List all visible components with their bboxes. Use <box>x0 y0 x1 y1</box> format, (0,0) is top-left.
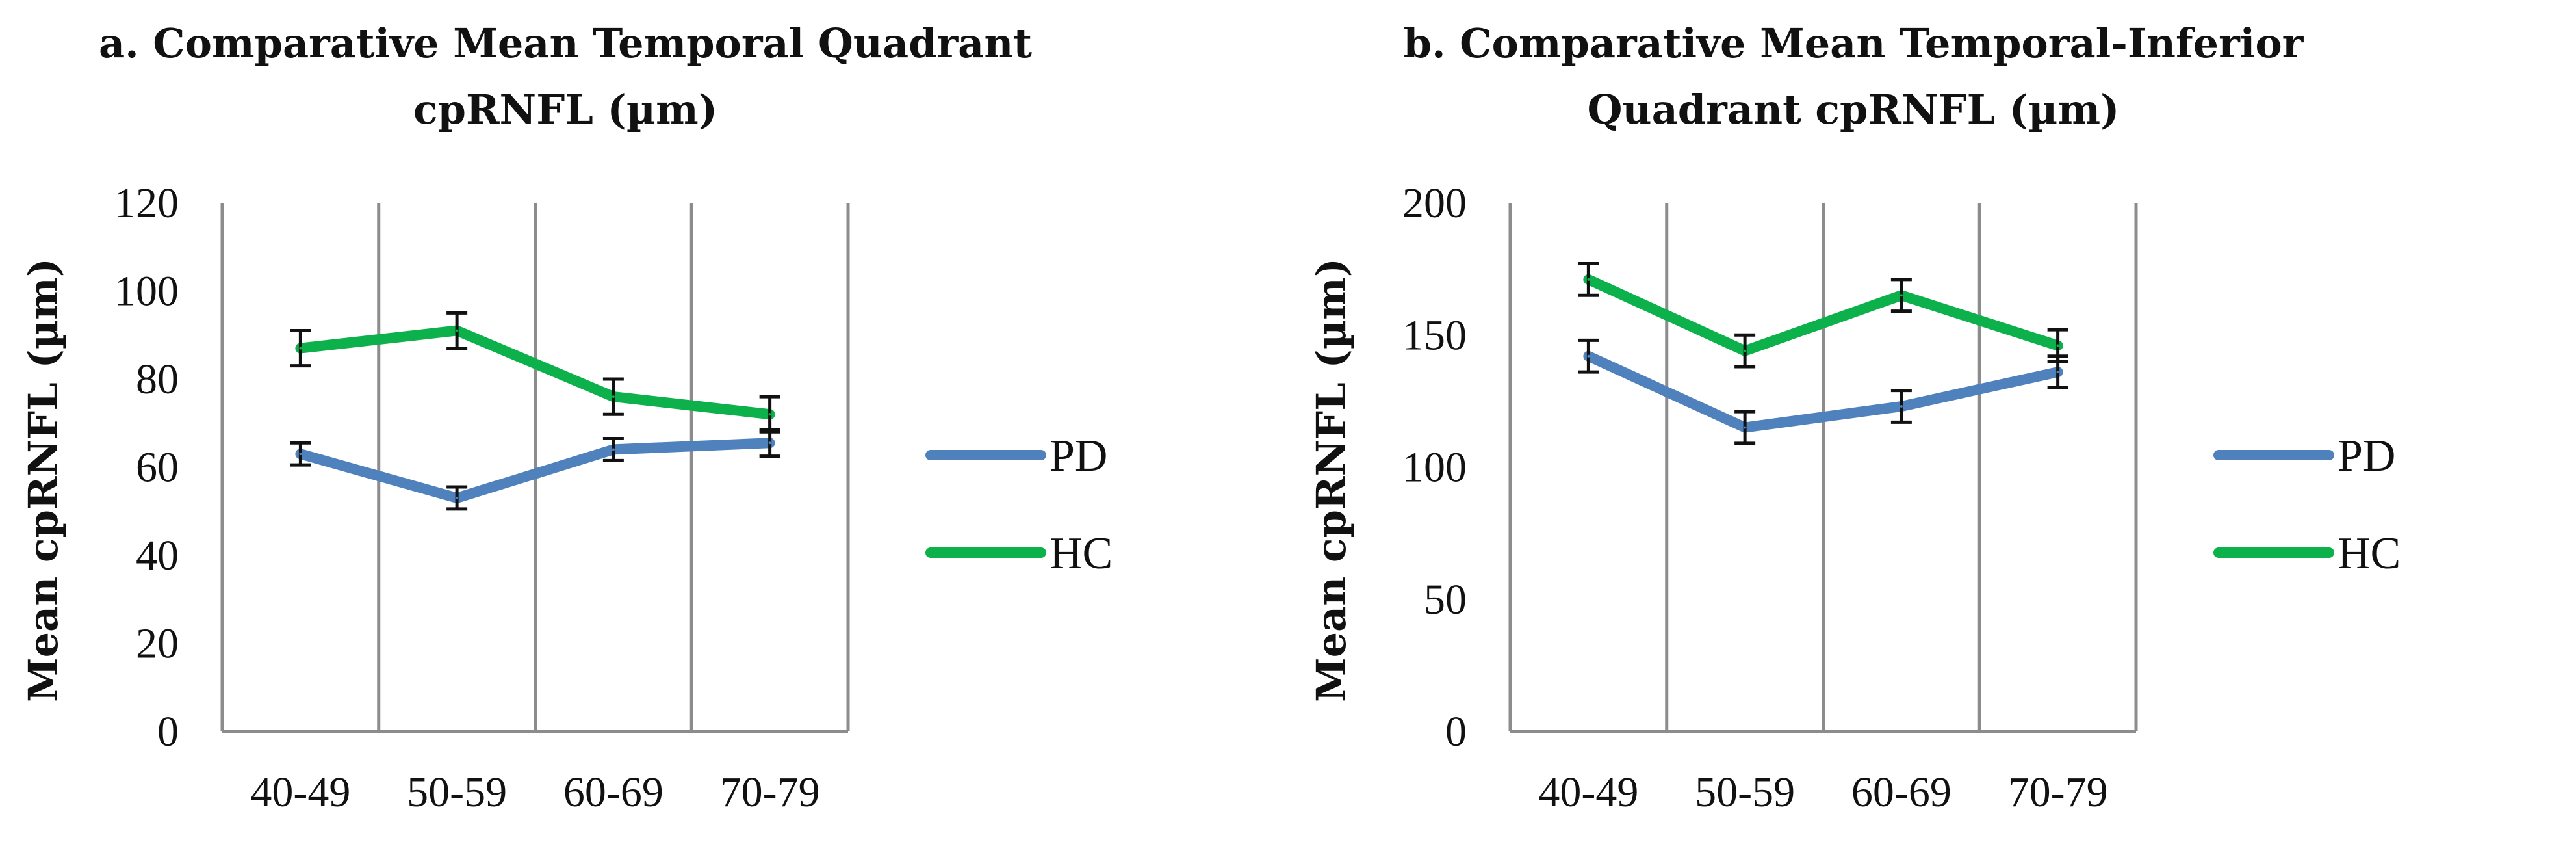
data-point-pd <box>1587 354 1590 358</box>
series-line-hc <box>295 325 775 420</box>
data-point-hc <box>1587 278 1590 281</box>
legend-label-pd: PD <box>2338 431 2395 481</box>
y-tick-label: 200 <box>1402 179 1467 227</box>
chart-b: b. Comparative Mean Temporal-Inferior Qua… <box>1307 20 2401 816</box>
data-point-pd <box>2056 371 2059 374</box>
x-tick-label: 70-79 <box>2008 769 2108 816</box>
data-point-pd <box>612 448 615 451</box>
y-tick-label: 80 <box>136 356 179 403</box>
y-tick-label: 60 <box>136 444 179 492</box>
y-axis-label: Mean cpRNFL (µm) <box>19 258 67 702</box>
data-point-hc <box>1744 349 1747 352</box>
data-point-pd <box>768 441 771 445</box>
chart-a: a. Comparative Mean Temporal Quadrant cpR… <box>19 20 1113 816</box>
y-axis-label: Mean cpRNFL (µm) <box>1307 258 1355 702</box>
legend-label-pd: PD <box>1050 431 1107 481</box>
chart-title-line-1: b. Comparative Mean Temporal-Inferior <box>1404 20 2304 67</box>
chart-title-line-2: Quadrant cpRNFL (µm) <box>1588 86 2120 133</box>
x-tick-label: 50-59 <box>407 769 507 816</box>
data-point-pd <box>299 453 302 456</box>
y-tick-label: 40 <box>136 532 179 579</box>
data-point-pd <box>1744 426 1747 429</box>
y-tick-label: 20 <box>136 620 179 668</box>
series-line-pd <box>1583 350 2063 433</box>
chart-panel-b: b. Comparative Mean Temporal-Inferior Qua… <box>1288 0 2576 842</box>
series-line-pd <box>295 438 775 503</box>
data-point-hc <box>2056 344 2059 347</box>
data-point-hc <box>456 329 459 332</box>
y-tick-label: 50 <box>1424 576 1467 624</box>
chart-title-line-2: cpRNFL (µm) <box>413 86 717 133</box>
y-tick-label: 100 <box>1402 444 1467 492</box>
y-tick-label: 0 <box>1445 708 1467 756</box>
series-line-hc <box>1583 274 2063 356</box>
legend-label-hc: HC <box>1050 529 1113 579</box>
x-tick-label: 70-79 <box>720 769 820 816</box>
x-tick-label: 50-59 <box>1695 769 1795 816</box>
data-point-pd <box>456 496 459 499</box>
data-point-pd <box>1900 405 1903 408</box>
data-point-hc <box>768 413 771 416</box>
x-tick-label: 40-49 <box>1538 769 1638 816</box>
x-tick-label: 40-49 <box>250 769 350 816</box>
data-point-hc <box>299 347 302 350</box>
data-point-hc <box>1900 294 1903 297</box>
data-point-hc <box>612 395 615 399</box>
y-tick-label: 150 <box>1402 311 1467 359</box>
y-tick-label: 0 <box>157 708 179 756</box>
chart-title-line-1: a. Comparative Mean Temporal Quadrant <box>99 20 1032 67</box>
x-tick-label: 60-69 <box>1851 769 1951 816</box>
y-tick-label: 100 <box>114 268 179 315</box>
x-tick-label: 60-69 <box>563 769 663 816</box>
legend-label-hc: HC <box>2338 529 2401 579</box>
chart-panel-a: a. Comparative Mean Temporal Quadrant cpR… <box>19 20 1113 816</box>
y-tick-label: 120 <box>114 179 179 227</box>
